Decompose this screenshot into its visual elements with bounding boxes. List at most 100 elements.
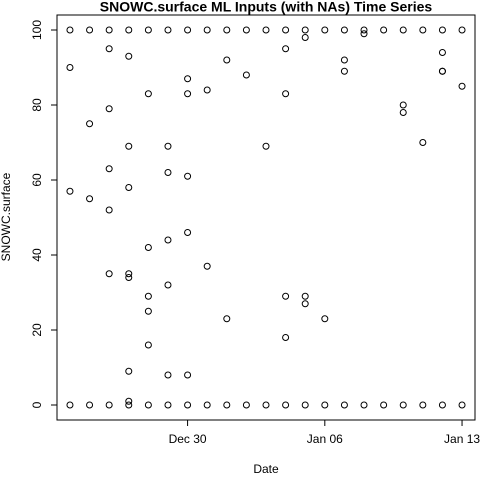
point — [262, 26, 270, 34]
point — [419, 26, 427, 34]
point — [301, 26, 309, 34]
y-tick-label: 20 — [30, 323, 44, 337]
point — [203, 86, 211, 94]
x-tick-label: Dec 30 — [169, 432, 207, 446]
point — [399, 26, 407, 34]
point — [301, 401, 309, 409]
point — [144, 307, 152, 315]
point — [282, 90, 290, 98]
point — [86, 120, 94, 128]
point — [125, 274, 133, 281]
point — [321, 315, 329, 323]
point — [282, 334, 290, 341]
point — [184, 172, 192, 180]
point — [360, 401, 368, 409]
point — [282, 26, 290, 34]
point — [125, 142, 133, 150]
point — [458, 26, 466, 34]
point — [321, 26, 329, 34]
point — [144, 401, 152, 409]
point — [438, 26, 446, 34]
point — [164, 371, 172, 379]
point — [105, 206, 113, 214]
point — [125, 184, 133, 191]
y-tick-label: 60 — [30, 173, 44, 187]
y-tick-label: 100 — [30, 20, 44, 40]
point — [105, 45, 113, 53]
point — [203, 401, 211, 409]
point — [125, 270, 133, 278]
point — [282, 292, 290, 300]
point — [399, 109, 407, 116]
point — [144, 90, 152, 98]
point — [301, 34, 309, 41]
point — [184, 401, 192, 409]
point — [105, 105, 113, 113]
point — [125, 26, 133, 34]
point — [360, 26, 368, 34]
point — [340, 401, 348, 409]
point — [66, 401, 74, 409]
point — [419, 401, 427, 409]
point — [223, 26, 231, 34]
point — [105, 270, 113, 278]
point — [86, 195, 94, 203]
point — [399, 101, 407, 109]
point — [125, 367, 133, 375]
point — [360, 30, 368, 38]
x-tick-label: Jan 13 — [444, 432, 480, 446]
point — [164, 281, 172, 289]
point — [438, 401, 446, 409]
point — [438, 67, 446, 75]
point — [184, 90, 192, 98]
point — [282, 401, 290, 409]
point — [203, 262, 211, 270]
plot-box — [56, 14, 476, 421]
point — [164, 142, 172, 150]
point — [301, 300, 309, 308]
point — [223, 315, 231, 323]
point — [164, 169, 172, 176]
point — [458, 401, 466, 409]
point — [282, 45, 290, 53]
point — [125, 397, 133, 405]
point — [144, 341, 152, 349]
point — [144, 244, 152, 251]
point — [203, 26, 211, 34]
point — [105, 26, 113, 34]
point — [242, 26, 250, 34]
point — [184, 26, 192, 34]
y-tick-label: 0 — [30, 401, 44, 408]
x-axis-label: Date — [253, 462, 279, 476]
point — [105, 165, 113, 173]
point — [223, 401, 231, 409]
point — [105, 401, 113, 409]
point — [86, 26, 94, 34]
point — [340, 56, 348, 64]
point — [66, 187, 74, 195]
point — [301, 292, 309, 300]
y-axis-label: SNOWC.surface — [0, 172, 13, 261]
point — [419, 139, 427, 146]
point — [321, 401, 329, 409]
point — [242, 71, 250, 79]
point — [223, 56, 231, 64]
x-tick-label: Jan 06 — [307, 432, 343, 446]
point — [458, 82, 466, 90]
point — [184, 229, 192, 236]
point — [184, 75, 192, 83]
y-tick-label: 40 — [30, 248, 44, 262]
point — [399, 401, 407, 409]
point — [184, 371, 192, 379]
point — [164, 236, 172, 244]
point — [164, 401, 172, 409]
point — [380, 26, 388, 34]
chart-title: SNOWC.surface ML Inputs (with NAs) Time … — [100, 0, 433, 15]
point — [66, 64, 74, 71]
point — [86, 401, 94, 409]
y-tick-label: 80 — [30, 98, 44, 112]
point — [125, 401, 133, 409]
point — [144, 26, 152, 34]
point — [125, 52, 133, 60]
